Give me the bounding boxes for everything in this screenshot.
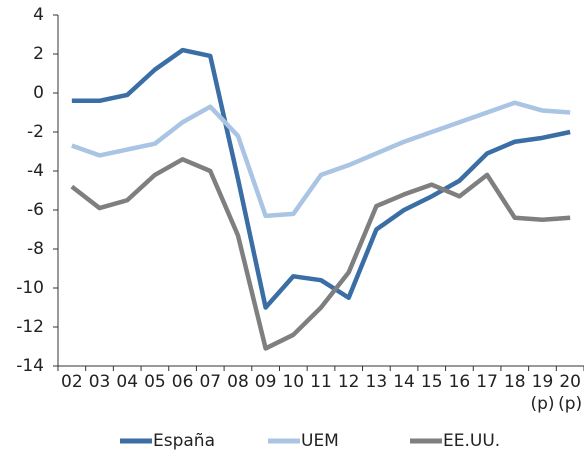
x-tick-label: 11: [310, 372, 332, 392]
x-tick-sublabel: (p): [530, 394, 554, 414]
x-tick-label: 19: [532, 372, 554, 392]
x-tick-label: 15: [421, 372, 443, 392]
x-tick-label: 10: [282, 372, 304, 392]
x-tick-label: 20: [559, 372, 581, 392]
y-tick-label: -10: [16, 278, 44, 298]
y-tick-label: -14: [16, 356, 44, 376]
x-tick-label: 16: [449, 372, 471, 392]
legend-label: España: [153, 431, 215, 451]
x-tick-label: 04: [116, 372, 138, 392]
y-tick-label: -8: [27, 239, 44, 259]
y-tick-label: 0: [33, 83, 44, 103]
series-line: [71, 100, 571, 219]
y-tick-label: -4: [27, 161, 44, 181]
x-tick-label: 12: [338, 372, 360, 392]
x-tick-label: 07: [199, 372, 221, 392]
y-tick-label: -12: [16, 317, 44, 337]
x-tick-label: 02: [61, 372, 83, 392]
x-tick-label: 05: [144, 372, 166, 392]
x-tick-label: 03: [89, 372, 111, 392]
x-tick-label: 09: [255, 372, 277, 392]
x-tick-label: 06: [172, 372, 194, 392]
y-tick-label: 4: [33, 5, 44, 25]
x-tick-label: 17: [476, 372, 498, 392]
x-tick-label: 18: [504, 372, 526, 392]
legend-label: UEM: [301, 431, 339, 451]
series-line: [70, 157, 571, 351]
x-tick-sublabel: (p): [558, 394, 582, 414]
series-line: [71, 47, 571, 310]
y-tick-label: 2: [33, 44, 44, 64]
legend-label: EE.UU.: [443, 431, 500, 451]
y-tick-label: -2: [27, 122, 44, 142]
x-tick-label: 13: [366, 372, 388, 392]
x-tick-label: 08: [227, 372, 249, 392]
x-tick-label: 14: [393, 372, 415, 392]
y-tick-label: -6: [27, 200, 44, 220]
